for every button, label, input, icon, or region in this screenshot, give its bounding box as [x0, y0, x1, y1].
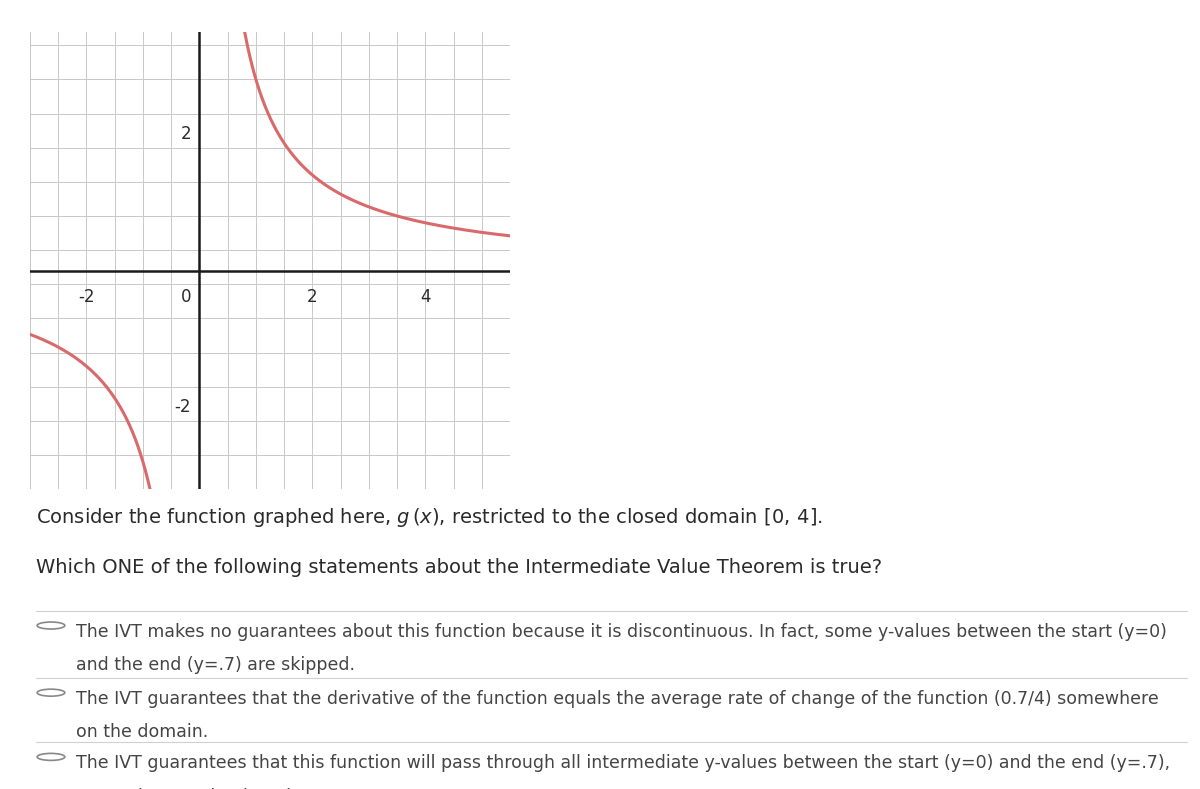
Text: The IVT guarantees that this function will pass through all intermediate y-value: The IVT guarantees that this function wi…	[77, 754, 1170, 772]
Text: and the end (y=.7) are skipped.: and the end (y=.7) are skipped.	[77, 656, 355, 674]
Text: 2: 2	[307, 288, 318, 305]
Text: Consider the function graphed here, $g\,(x)$, restricted to the closed domain $\: Consider the function graphed here, $g\,…	[36, 506, 823, 529]
Text: 2: 2	[180, 125, 191, 143]
Text: 4: 4	[420, 288, 431, 305]
Text: The IVT makes no guarantees about this function because it is discontinuous. In : The IVT makes no guarantees about this f…	[77, 623, 1168, 641]
Text: -2: -2	[174, 398, 191, 417]
Text: Which ONE of the following statements about the Intermediate Value Theorem is tr: Which ONE of the following statements ab…	[36, 559, 882, 578]
Text: on the domain.: on the domain.	[77, 724, 209, 742]
Text: The IVT guarantees that the derivative of the function equals the average rate o: The IVT guarantees that the derivative o…	[77, 690, 1159, 708]
Text: 0: 0	[180, 288, 191, 305]
Text: somewhere on its domain.: somewhere on its domain.	[77, 787, 308, 789]
Text: -2: -2	[78, 288, 95, 305]
